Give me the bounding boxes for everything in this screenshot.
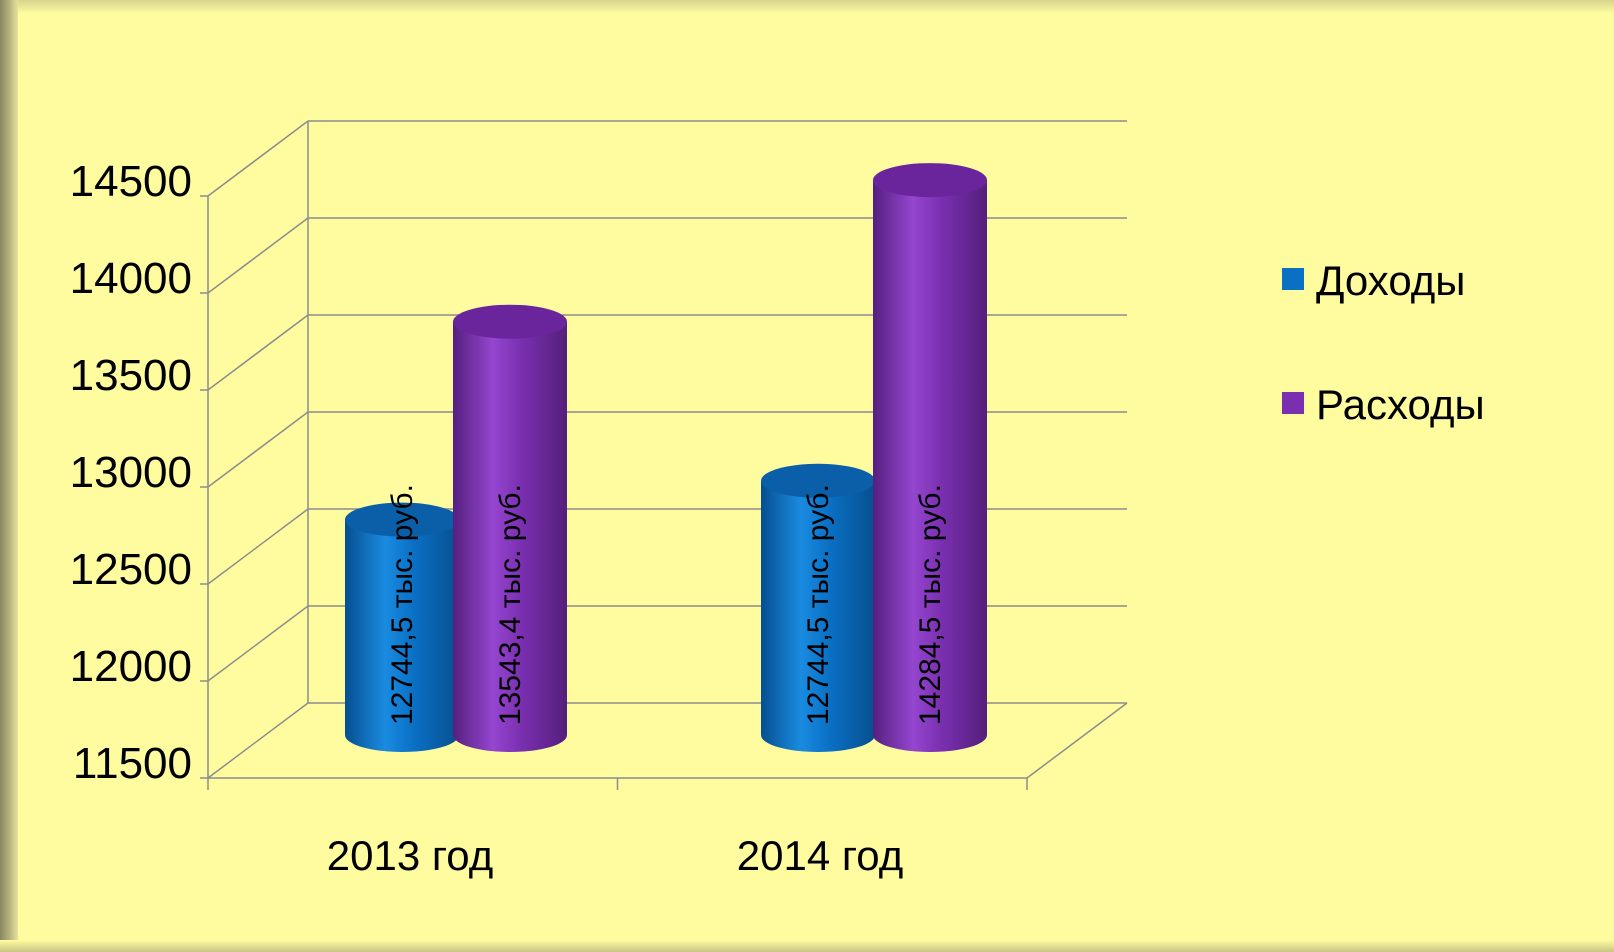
bar-body	[761, 480, 875, 752]
gridline-side	[207, 702, 309, 779]
gridline-side	[207, 508, 309, 585]
y-tick-label: 11500	[73, 739, 192, 788]
data-label: 12744,5 тыс. руб.	[802, 484, 835, 725]
bars: 12744,5 тыс. руб. 12744,5 тыс. руб. 13543,…	[345, 163, 987, 753]
bar-body	[345, 519, 459, 752]
y-tick-label: 12000	[70, 642, 192, 691]
bar-top	[761, 463, 875, 498]
data-label: 13543,4 тыс. руб.	[494, 484, 527, 725]
slide-frame-bottom	[0, 940, 1614, 952]
legend-swatch-expenses	[1282, 392, 1304, 414]
x-category-label: 2013 год	[327, 832, 493, 879]
data-label: 12744,5 тыс. руб.	[386, 484, 419, 725]
grid	[200, 120, 1128, 790]
legend-label-expenses: Расходы	[1316, 381, 1485, 428]
bar-expenses-0: 13543,4 тыс. руб.	[453, 304, 567, 752]
y-tick-label: 12500	[70, 545, 192, 594]
slide-frame-left	[0, 0, 18, 952]
bar-top	[345, 502, 459, 537]
y-tick-label: 14000	[70, 254, 192, 303]
bar-top	[453, 304, 567, 339]
bar-body	[873, 180, 987, 753]
gridline-side	[207, 120, 309, 197]
legend-label-income: Доходы	[1316, 257, 1465, 304]
bar-top	[873, 163, 987, 198]
gridline-side	[207, 217, 309, 294]
floor-right-edge	[1026, 702, 1128, 779]
legend-swatch-income	[1282, 268, 1304, 290]
slide-frame-top	[0, 0, 1614, 14]
gridline-side	[207, 411, 309, 488]
bar-income-1: 12744,5 тыс. руб.	[761, 463, 875, 752]
y-tick-label: 14500	[70, 157, 192, 206]
y-tick-label: 13500	[70, 351, 192, 400]
legend: Доходы Расходы	[1282, 257, 1485, 428]
y-tick-label: 13000	[70, 448, 192, 497]
y-axis-ticks: 11500 12000 12500 13000 13500 14000 1450…	[70, 157, 192, 788]
gridline-side	[207, 314, 309, 391]
x-axis-categories: 2013 год 2014 год	[327, 832, 903, 879]
x-category-label: 2014 год	[737, 832, 903, 879]
data-label: 14284,5 тыс. руб.	[914, 484, 947, 725]
bar-income-0: 12744,5 тыс. руб.	[345, 484, 459, 752]
bar-expenses-1: 14284,5 тыс. руб.	[873, 163, 987, 753]
gridline-side	[207, 605, 309, 682]
bar-body	[453, 321, 567, 752]
